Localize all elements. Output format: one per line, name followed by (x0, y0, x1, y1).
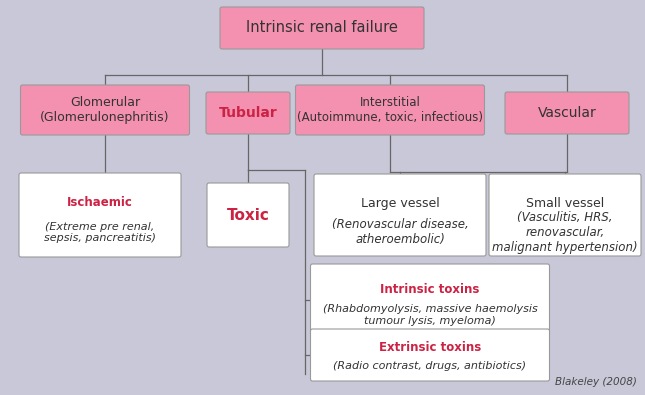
FancyBboxPatch shape (314, 174, 486, 256)
FancyBboxPatch shape (310, 264, 550, 336)
Text: (Extreme pre renal,
sepsis, pancreatitis): (Extreme pre renal, sepsis, pancreatitis… (44, 222, 156, 243)
Text: Intrinsic toxins: Intrinsic toxins (381, 283, 480, 296)
Text: (Radio contrast, drugs, antibiotics): (Radio contrast, drugs, antibiotics) (333, 361, 526, 371)
Text: Vascular: Vascular (538, 106, 597, 120)
FancyBboxPatch shape (220, 7, 424, 49)
Text: Glomerular
(Glomerulonephritis): Glomerular (Glomerulonephritis) (40, 96, 170, 124)
Text: (Vasculitis, HRS,
renovascular,
malignant hypertension): (Vasculitis, HRS, renovascular, malignan… (492, 211, 638, 254)
FancyBboxPatch shape (19, 173, 181, 257)
Text: Tubular: Tubular (219, 106, 277, 120)
Text: Interstitial
(Autoimmune, toxic, infectious): Interstitial (Autoimmune, toxic, infecti… (297, 96, 483, 124)
FancyBboxPatch shape (206, 92, 290, 134)
FancyBboxPatch shape (21, 85, 190, 135)
Text: Extrinsic toxins: Extrinsic toxins (379, 341, 481, 354)
Text: (Renovascular disease,
atheroembolic): (Renovascular disease, atheroembolic) (332, 218, 468, 246)
Text: (Rhabdomyolysis, massive haemolysis
tumour lysis, myeloma): (Rhabdomyolysis, massive haemolysis tumo… (322, 304, 537, 326)
FancyBboxPatch shape (295, 85, 484, 135)
FancyBboxPatch shape (505, 92, 629, 134)
FancyBboxPatch shape (310, 329, 550, 381)
Text: Large vessel: Large vessel (361, 197, 439, 210)
Text: Intrinsic renal failure: Intrinsic renal failure (246, 21, 398, 36)
Text: Small vessel: Small vessel (526, 197, 604, 210)
Text: Blakeley (2008): Blakeley (2008) (555, 377, 637, 387)
Text: Ischaemic: Ischaemic (67, 196, 133, 209)
FancyBboxPatch shape (207, 183, 289, 247)
Text: Toxic: Toxic (226, 207, 270, 222)
FancyBboxPatch shape (489, 174, 641, 256)
